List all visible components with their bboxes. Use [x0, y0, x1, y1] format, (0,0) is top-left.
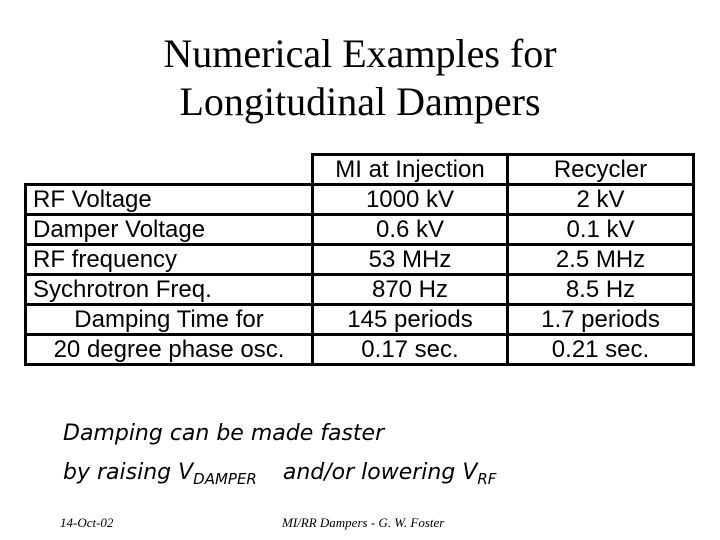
mi-value: 870 Hz: [311, 273, 509, 306]
slide-title-line1: Numerical Examples for: [163, 31, 557, 76]
table-row: RF Voltage 1000 kV 2 kV: [24, 183, 695, 216]
slide-title: Numerical Examples for Longitudinal Damp…: [0, 30, 720, 126]
note-line1: Damping can be made faster: [63, 421, 385, 446]
row-label: Damper Voltage: [24, 213, 314, 246]
mi-value: 1000 kV: [311, 183, 509, 216]
table-row-damping-periods: Damping Time for 145 periods 1.7 periods: [24, 303, 695, 336]
v-damper-subscript: DAMPER: [193, 470, 257, 488]
table-row: Sychrotron Freq. 870 Hz 8.5 Hz: [24, 273, 695, 306]
header-blank-cell: [25, 154, 314, 186]
mi-value: 53 MHz: [311, 243, 509, 276]
mi-damping-periods: 145 periods: [311, 303, 509, 336]
table-row-damping-seconds: 20 degree phase osc. 0.17 sec. 0.21 sec.: [24, 333, 695, 366]
recycler-damping-periods: 1.7 periods: [506, 303, 695, 336]
damping-label-line2: 20 degree phase osc.: [24, 333, 314, 366]
slide-title-line2: Longitudinal Dampers: [179, 79, 541, 124]
note-line2: by raising VDAMPER and/or lowering VRF: [63, 460, 496, 492]
row-label: RF frequency: [24, 243, 314, 276]
footer-center: MI/RR Dampers - G. W. Foster: [282, 515, 445, 530]
v-rf-subscript: RF: [477, 470, 497, 488]
recycler-value: 8.5 Hz: [506, 273, 695, 306]
recycler-damping-seconds: 0.21 sec.: [506, 333, 695, 366]
header-recycler: Recycler: [506, 153, 695, 186]
note-lowering-text: and/or lowering V: [282, 460, 478, 485]
recycler-value: 2.5 MHz: [506, 243, 695, 276]
header-mi-injection: MI at Injection: [311, 153, 509, 186]
note-raising-text: by raising V: [63, 460, 194, 485]
mi-value: 0.6 kV: [311, 213, 509, 246]
row-label: RF Voltage: [24, 183, 314, 216]
mi-damping-seconds: 0.17 sec.: [311, 333, 509, 366]
table-header-row: MI at Injection Recycler: [25, 153, 695, 186]
table-row: Damper Voltage 0.6 kV 0.1 kV: [24, 213, 695, 246]
recycler-value: 2 kV: [506, 183, 695, 216]
damping-label-line1: Damping Time for: [24, 303, 314, 336]
table-row: RF frequency 53 MHz 2.5 MHz: [24, 243, 695, 276]
damper-table: MI at Injection Recycler RF Voltage 1000…: [24, 153, 695, 366]
recycler-value: 0.1 kV: [506, 213, 695, 246]
row-label: Sychrotron Freq.: [24, 273, 314, 306]
footer-date: 14-Oct-02: [60, 515, 114, 530]
